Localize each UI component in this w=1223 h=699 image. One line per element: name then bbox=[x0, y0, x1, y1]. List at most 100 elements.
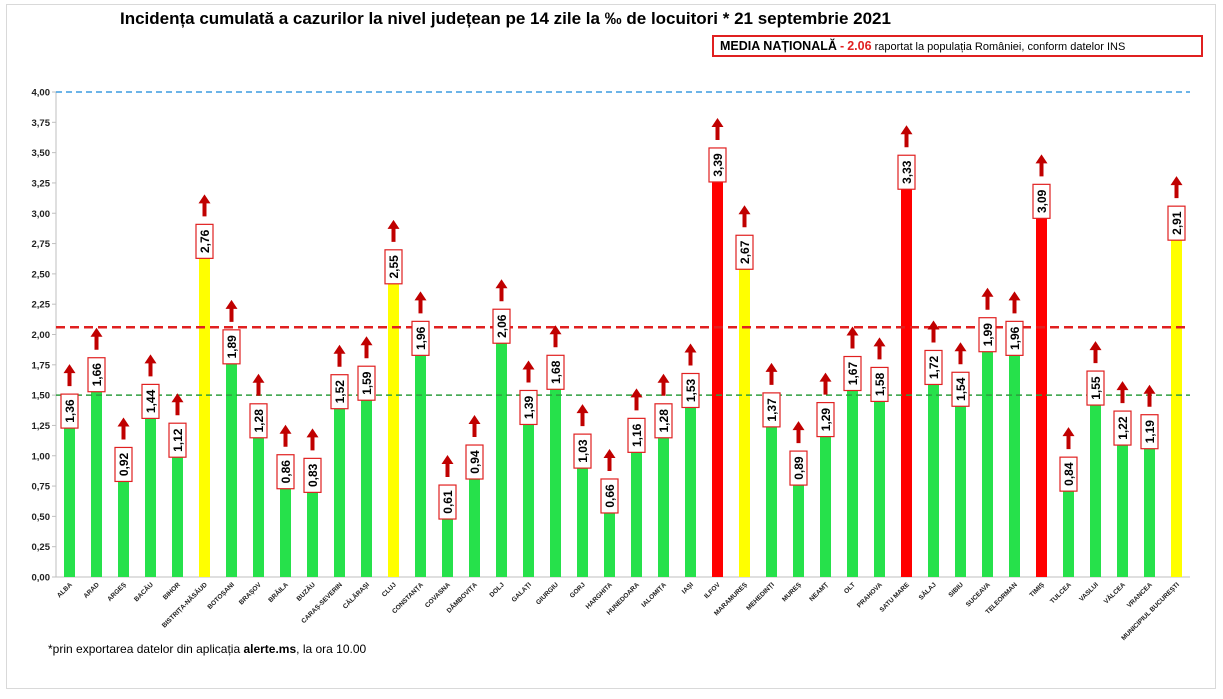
value-label: 1,99 bbox=[978, 317, 997, 353]
y-tick-label: 2,00 bbox=[32, 330, 51, 341]
value-label-text: 2,06 bbox=[495, 314, 509, 338]
value-label-box bbox=[492, 308, 511, 344]
bar-vâlcea bbox=[1117, 429, 1128, 577]
value-label: 0,84 bbox=[1059, 456, 1078, 492]
category-label: SATU MARE bbox=[879, 581, 912, 614]
trend-up-arrow bbox=[441, 455, 454, 478]
footnote-app-name: alerte.ms bbox=[243, 642, 297, 656]
value-label-box bbox=[384, 249, 403, 285]
value-label-text: 1,89 bbox=[225, 335, 239, 359]
value-label-box bbox=[978, 317, 997, 353]
value-label: 1,29 bbox=[816, 401, 835, 438]
category-label: GALAȚI bbox=[511, 581, 533, 603]
category-label: VÂLCEA bbox=[1101, 580, 1127, 606]
bar-cluj bbox=[388, 267, 399, 577]
trend-up-arrow bbox=[117, 417, 130, 440]
trend-up-arrow bbox=[1089, 341, 1102, 364]
value-label: 0,92 bbox=[114, 446, 133, 483]
value-label-text: 1,54 bbox=[954, 377, 968, 401]
bar-alba bbox=[64, 412, 75, 577]
category-label: SĂLAJ bbox=[916, 580, 938, 602]
category-label: MUREȘ bbox=[781, 581, 803, 603]
value-label: 1,54 bbox=[951, 371, 970, 407]
value-label-box bbox=[87, 357, 106, 393]
bar-neamț bbox=[820, 420, 831, 577]
value-label: 0,66 bbox=[600, 478, 619, 514]
category-label: BIHOR bbox=[162, 581, 182, 601]
value-label: 1,28 bbox=[654, 403, 673, 439]
trend-up-arrow bbox=[576, 404, 589, 427]
footnote-suffix: , la ora 10.00 bbox=[296, 642, 367, 656]
bar-ialomița bbox=[658, 421, 669, 577]
value-label-text: 3,09 bbox=[1035, 189, 1049, 213]
value-label: 1,39 bbox=[519, 389, 538, 426]
category-label: BISTRIȚA-NĂSĂUD bbox=[160, 580, 210, 630]
value-label-box bbox=[681, 372, 700, 409]
category-label: OLT bbox=[843, 581, 857, 595]
trend-up-arrow bbox=[981, 287, 994, 310]
value-label: 1,59 bbox=[357, 365, 376, 401]
value-label-text: 1,66 bbox=[90, 363, 104, 387]
value-label-text: 0,94 bbox=[468, 450, 482, 474]
bar-vaslui bbox=[1090, 389, 1101, 577]
value-label-box bbox=[897, 154, 916, 190]
trend-up-arrow bbox=[360, 336, 373, 359]
category-label: CĂLĂRAȘI bbox=[340, 580, 371, 611]
y-tick-label: 1,25 bbox=[32, 421, 51, 432]
bar-iași bbox=[685, 391, 696, 577]
value-label-box bbox=[465, 444, 484, 480]
value-label: 1,22 bbox=[1113, 410, 1132, 446]
bar-sibiu bbox=[955, 390, 966, 577]
value-label-box bbox=[951, 371, 970, 407]
category-label: SIBIU bbox=[948, 581, 966, 599]
value-label-box bbox=[60, 393, 79, 429]
bar-gorj bbox=[577, 452, 588, 577]
bar-ilfov bbox=[712, 165, 723, 577]
value-label: 2,76 bbox=[195, 223, 214, 259]
value-label-box bbox=[141, 383, 160, 419]
bar-dolj bbox=[496, 327, 507, 577]
national-average-suffix: raportat la populația României, conform … bbox=[874, 41, 1126, 53]
value-label: 1,67 bbox=[843, 355, 862, 392]
value-label: 1,28 bbox=[249, 403, 268, 439]
value-label-text: 0,89 bbox=[792, 456, 806, 480]
value-label: 1,53 bbox=[681, 372, 700, 409]
trend-up-arrow bbox=[603, 448, 616, 471]
value-label-text: 0,86 bbox=[279, 460, 293, 484]
bar-maramureș bbox=[739, 253, 750, 577]
bar-vrancea bbox=[1144, 432, 1155, 577]
national-average-label: MEDIA NAȚIONALĂ bbox=[720, 39, 837, 53]
value-label-box bbox=[114, 446, 133, 483]
value-label-text: 1,37 bbox=[765, 398, 779, 422]
value-label: 2,06 bbox=[492, 308, 511, 344]
bar-municipiul-bucurești bbox=[1171, 224, 1182, 577]
bar-botoșani bbox=[226, 347, 237, 577]
value-label-box bbox=[1086, 370, 1105, 406]
value-label-text: 1,55 bbox=[1089, 376, 1103, 400]
y-tick-label: 0,00 bbox=[32, 573, 51, 584]
trend-up-arrow bbox=[306, 428, 319, 451]
category-label: NEAMȚ bbox=[808, 581, 830, 603]
bar-prahova bbox=[874, 385, 885, 577]
value-label: 1,12 bbox=[168, 422, 187, 458]
value-label-text: 0,61 bbox=[441, 490, 455, 514]
category-label: IAȘI bbox=[681, 581, 695, 595]
value-label-text: 1,16 bbox=[630, 423, 644, 447]
bar-argeș bbox=[118, 465, 129, 577]
value-label-text: 1,28 bbox=[657, 409, 671, 433]
value-label-box bbox=[438, 484, 457, 520]
category-label: SUCEAVA bbox=[965, 581, 992, 608]
value-label-box bbox=[249, 403, 268, 439]
value-label: 1,19 bbox=[1140, 414, 1159, 450]
trend-up-arrow bbox=[495, 279, 508, 302]
trend-up-arrow bbox=[333, 344, 346, 367]
value-label-text: 2,76 bbox=[198, 229, 212, 253]
value-label-text: 1,67 bbox=[846, 362, 860, 386]
value-label: 1,96 bbox=[1005, 320, 1024, 356]
category-label: TIMIȘ bbox=[1029, 581, 1047, 599]
value-label: 3,39 bbox=[708, 147, 727, 183]
trend-up-arrow bbox=[252, 373, 265, 396]
trend-up-arrow bbox=[900, 125, 913, 148]
y-tick-label: 2,25 bbox=[32, 300, 51, 311]
category-label: DOLJ bbox=[489, 581, 507, 599]
